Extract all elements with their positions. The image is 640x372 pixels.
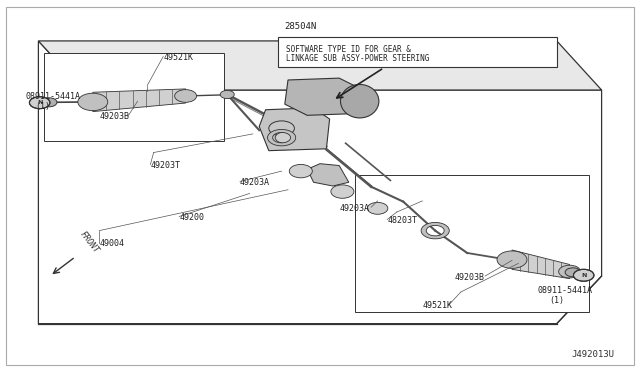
Ellipse shape bbox=[340, 84, 379, 118]
Circle shape bbox=[565, 268, 580, 277]
Circle shape bbox=[42, 98, 57, 107]
Text: SOFTWARE TYPE ID FOR GEAR &: SOFTWARE TYPE ID FOR GEAR & bbox=[286, 45, 411, 54]
Text: LINKAGE SUB ASSY-POWER STEERING: LINKAGE SUB ASSY-POWER STEERING bbox=[286, 54, 429, 63]
Text: J492013U: J492013U bbox=[572, 350, 614, 359]
Text: (1): (1) bbox=[35, 102, 50, 110]
Text: 28504N: 28504N bbox=[285, 22, 317, 31]
Polygon shape bbox=[38, 41, 602, 90]
Bar bbox=[278, 37, 557, 67]
Polygon shape bbox=[259, 108, 330, 151]
Circle shape bbox=[289, 164, 312, 178]
Text: 49203B: 49203B bbox=[454, 273, 484, 282]
Text: FRONT: FRONT bbox=[78, 229, 100, 254]
Circle shape bbox=[559, 265, 580, 278]
Text: 49203B: 49203B bbox=[99, 112, 129, 121]
Circle shape bbox=[497, 251, 527, 268]
Text: 49521K: 49521K bbox=[422, 301, 452, 310]
Text: 49203A: 49203A bbox=[339, 204, 369, 213]
Text: N: N bbox=[37, 100, 42, 105]
Circle shape bbox=[367, 202, 388, 214]
Polygon shape bbox=[307, 164, 349, 186]
Polygon shape bbox=[38, 41, 602, 324]
Text: 08911-5441A: 08911-5441A bbox=[26, 92, 81, 101]
Text: 08911-5441A: 08911-5441A bbox=[538, 286, 593, 295]
Text: 48203T: 48203T bbox=[387, 216, 417, 225]
Text: 49521K: 49521K bbox=[163, 53, 193, 62]
Text: 49200: 49200 bbox=[179, 213, 204, 222]
Circle shape bbox=[175, 90, 196, 102]
Bar bbox=[44, 53, 224, 141]
Polygon shape bbox=[93, 89, 186, 112]
Circle shape bbox=[78, 93, 108, 110]
Circle shape bbox=[220, 90, 234, 99]
Text: N: N bbox=[581, 273, 586, 278]
Circle shape bbox=[331, 185, 354, 198]
Circle shape bbox=[573, 269, 594, 281]
Bar bbox=[355, 175, 589, 312]
Circle shape bbox=[275, 132, 294, 143]
Text: (1): (1) bbox=[549, 296, 564, 305]
Polygon shape bbox=[285, 78, 362, 115]
Circle shape bbox=[269, 121, 294, 136]
Text: 49203A: 49203A bbox=[240, 178, 270, 187]
Circle shape bbox=[29, 97, 50, 109]
Polygon shape bbox=[512, 250, 570, 279]
Text: 49203T: 49203T bbox=[150, 161, 180, 170]
Text: 49004: 49004 bbox=[99, 239, 124, 248]
